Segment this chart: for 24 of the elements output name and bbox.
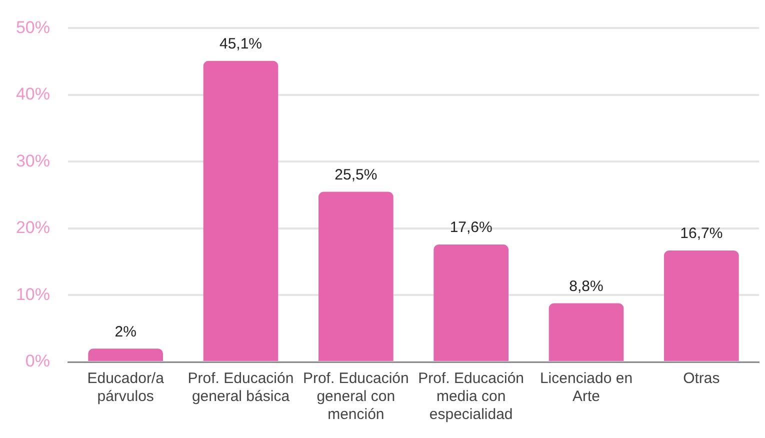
data-label: 2%: [114, 323, 136, 340]
bar: [434, 244, 509, 361]
data-label: 16,7%: [680, 225, 723, 242]
y-tick-label: 20%: [16, 218, 50, 238]
data-label: 25,5%: [334, 166, 378, 184]
bar: [88, 348, 164, 361]
data-label: 17,6%: [450, 219, 492, 236]
data-label: 45,1%: [219, 36, 262, 53]
bar: [203, 60, 278, 361]
y-tick-label: 50%: [16, 18, 50, 37]
data-label: 8,8%: [569, 278, 604, 295]
x-tick-label: Prof. Educación general con mención: [302, 370, 409, 424]
x-tick-label: Prof. Educación media con especialidad: [418, 370, 524, 424]
x-tick-label: Educador/a párvulos: [87, 370, 165, 406]
y-tick-label: 30%: [16, 151, 50, 170]
y-tick-label: 10%: [16, 284, 50, 304]
bar: [318, 192, 394, 361]
y-tick-label: 0%: [25, 352, 50, 371]
bar: [664, 250, 739, 361]
bar: [548, 303, 624, 361]
x-tick-label: Otras: [683, 370, 720, 388]
x-tick-label: Prof. Educación general básica: [188, 370, 294, 406]
y-tick-label: 40%: [16, 84, 50, 104]
x-tick-label: Licenciado en Arte: [540, 370, 633, 406]
